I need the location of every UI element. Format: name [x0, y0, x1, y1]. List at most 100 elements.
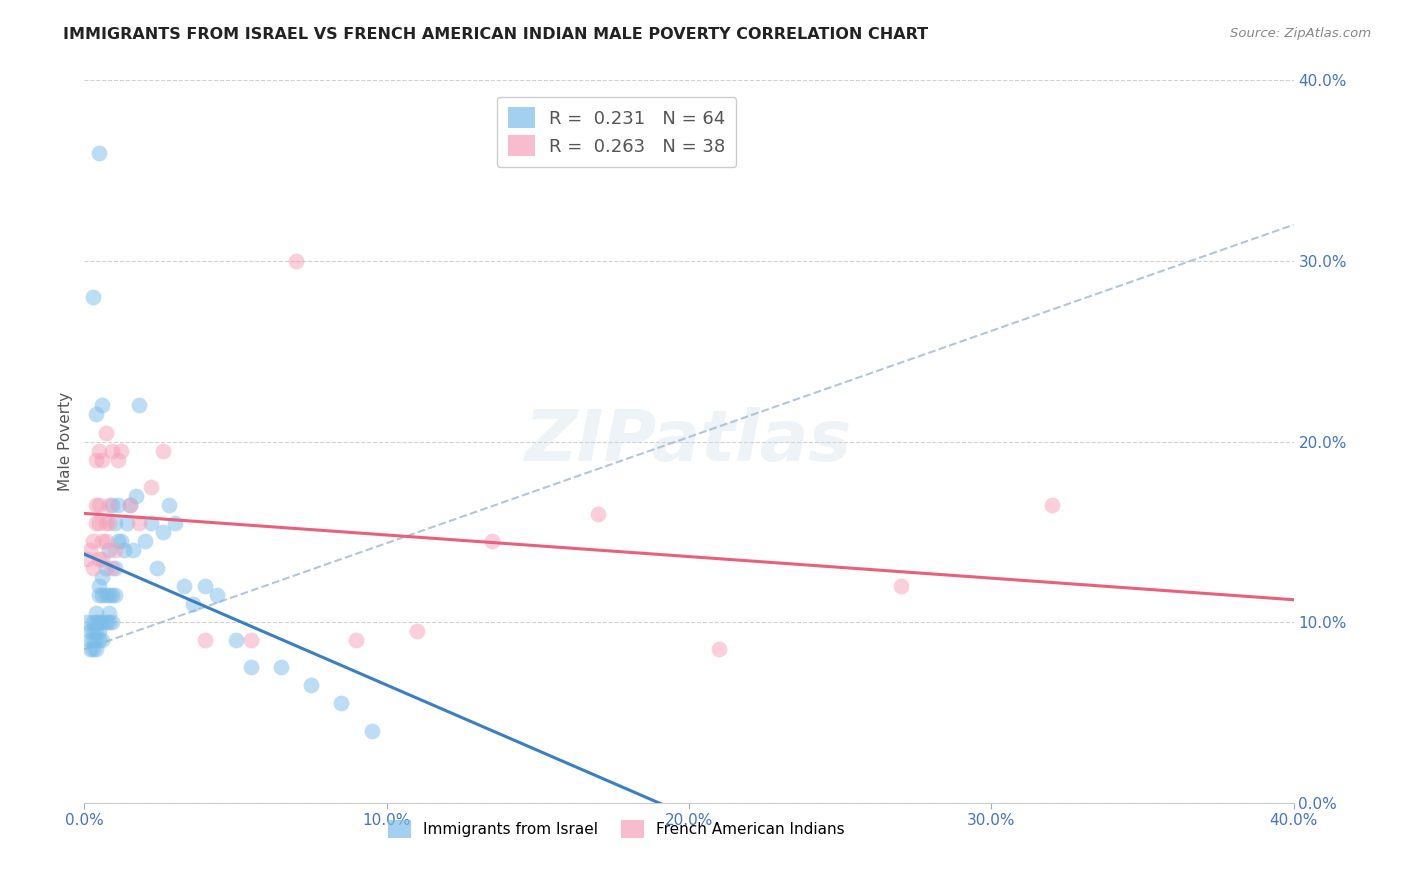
Point: [76, 552, 98, 566]
Point: [107, 498, 129, 512]
Point: [173, 579, 195, 593]
Point: [121, 542, 143, 557]
Point: [157, 498, 180, 512]
Point: [97, 606, 120, 620]
Point: [97, 498, 120, 512]
Point: [86, 606, 108, 620]
Point: [82, 633, 104, 648]
Point: [104, 542, 127, 557]
Point: [94, 425, 117, 440]
Point: [94, 615, 117, 630]
Point: [139, 480, 162, 494]
Point: [94, 516, 117, 530]
Point: [91, 615, 114, 630]
Point: [97, 588, 120, 602]
Point: [285, 254, 308, 268]
Point: [100, 615, 122, 630]
Point: [89, 145, 111, 160]
Point: [207, 588, 229, 602]
Point: [94, 588, 117, 602]
Point: [100, 588, 122, 602]
Point: [79, 624, 101, 639]
Point: [97, 516, 120, 530]
Point: [360, 723, 382, 738]
Point: [146, 561, 169, 575]
Point: [152, 524, 174, 539]
Point: [152, 443, 174, 458]
Point: [125, 489, 148, 503]
Point: [406, 624, 429, 639]
Point: [112, 542, 135, 557]
Point: [97, 615, 120, 630]
Point: [91, 533, 114, 548]
Text: Source: ZipAtlas.com: Source: ZipAtlas.com: [1230, 27, 1371, 40]
Legend: Immigrants from Israel, French American Indians: Immigrants from Israel, French American …: [381, 813, 852, 846]
Point: [82, 642, 104, 657]
Point: [89, 516, 111, 530]
Point: [76, 615, 98, 630]
Point: [91, 570, 114, 584]
Point: [89, 498, 111, 512]
Point: [82, 624, 104, 639]
Point: [104, 516, 127, 530]
Point: [89, 579, 111, 593]
Point: [100, 443, 122, 458]
Point: [86, 633, 108, 648]
Point: [89, 615, 111, 630]
Point: [118, 498, 141, 512]
Point: [299, 678, 322, 692]
Point: [225, 633, 247, 648]
Point: [89, 588, 111, 602]
Point: [194, 633, 217, 648]
Point: [82, 615, 104, 630]
Point: [110, 443, 132, 458]
Point: [86, 498, 108, 512]
Point: [91, 452, 114, 467]
Point: [110, 533, 132, 548]
Point: [97, 542, 120, 557]
Point: [94, 533, 117, 548]
Point: [79, 542, 101, 557]
Point: [107, 533, 129, 548]
Point: [330, 697, 353, 711]
Point: [346, 633, 368, 648]
Point: [194, 579, 217, 593]
Point: [89, 552, 111, 566]
Point: [100, 498, 122, 512]
Point: [89, 633, 111, 648]
Point: [94, 561, 117, 575]
Point: [82, 561, 104, 575]
Point: [165, 516, 187, 530]
Point: [86, 624, 108, 639]
Y-axis label: Male Poverty: Male Poverty: [58, 392, 73, 491]
Point: [86, 615, 108, 630]
Point: [890, 579, 912, 593]
Point: [79, 642, 101, 657]
Point: [82, 290, 104, 304]
Point: [91, 398, 114, 412]
Point: [104, 561, 127, 575]
Point: [89, 443, 111, 458]
Point: [91, 633, 114, 648]
Point: [128, 398, 150, 412]
Point: [86, 452, 108, 467]
Text: IMMIGRANTS FROM ISRAEL VS FRENCH AMERICAN INDIAN MALE POVERTY CORRELATION CHART: IMMIGRANTS FROM ISRAEL VS FRENCH AMERICA…: [63, 27, 928, 42]
Point: [270, 660, 292, 674]
Point: [181, 597, 204, 611]
Point: [91, 552, 114, 566]
Point: [118, 498, 141, 512]
Point: [134, 533, 156, 548]
Point: [79, 633, 101, 648]
Point: [89, 624, 111, 639]
Text: ZIPatlas: ZIPatlas: [526, 407, 852, 476]
Point: [91, 588, 114, 602]
Point: [128, 516, 150, 530]
Point: [1040, 498, 1063, 512]
Point: [86, 408, 108, 422]
Point: [588, 507, 610, 521]
Point: [86, 642, 108, 657]
Point: [239, 660, 262, 674]
Point: [107, 452, 129, 467]
Point: [82, 533, 104, 548]
Point: [115, 516, 138, 530]
